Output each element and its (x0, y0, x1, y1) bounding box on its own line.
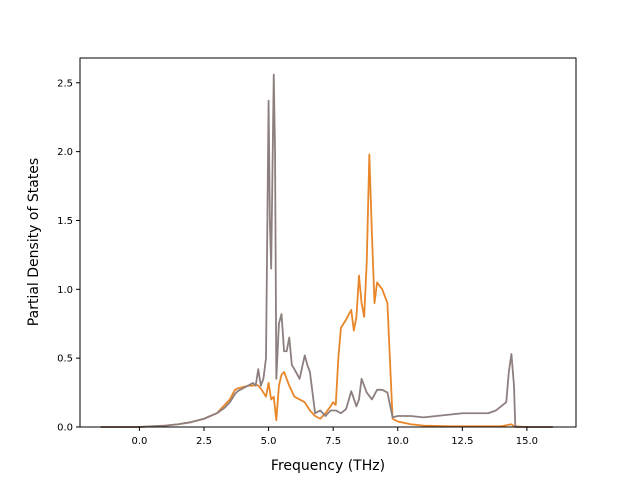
x-tick-label: 15.0 (516, 436, 538, 447)
series-line-1 (100, 153, 553, 428)
plot-frame (79, 57, 577, 428)
y-tick-label: 2.5 (57, 78, 73, 89)
y-tick-label: 1.0 (57, 285, 73, 296)
y-axis-label: Partial Density of States (26, 158, 42, 326)
series-layer (100, 73, 553, 428)
x-tick-label: 5.0 (261, 436, 277, 447)
y-tick-label: 1.5 (57, 216, 73, 227)
y-axis-ticks: 0.0 0.5 1.0 1.5 2.0 2.5 (57, 78, 80, 434)
y-tick-label: 0.0 (57, 423, 73, 434)
x-tick-label: 12.5 (451, 436, 473, 447)
x-tick-label: 2.5 (196, 436, 212, 447)
x-tick-label: 10.0 (387, 436, 409, 447)
y-tick-label: 2.0 (57, 147, 73, 158)
y-tick-label: 0.5 (57, 354, 73, 365)
x-axis-ticks: 0.0 2.5 5.0 7.5 10.0 12.5 15.0 (131, 427, 538, 447)
series-line-2 (100, 73, 553, 428)
x-tick-label: 7.5 (325, 436, 341, 447)
x-tick-label: 0.0 (131, 436, 147, 447)
x-axis-label: Frequency (THz) (271, 458, 385, 474)
